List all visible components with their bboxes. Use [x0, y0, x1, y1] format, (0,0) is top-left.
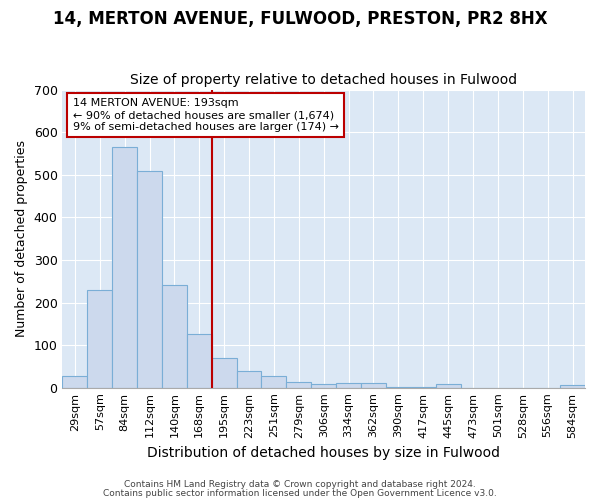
Title: Size of property relative to detached houses in Fulwood: Size of property relative to detached ho…: [130, 73, 517, 87]
X-axis label: Distribution of detached houses by size in Fulwood: Distribution of detached houses by size …: [147, 446, 500, 460]
Text: Contains public sector information licensed under the Open Government Licence v3: Contains public sector information licen…: [103, 488, 497, 498]
Bar: [187, 334, 212, 388]
Bar: [62, 376, 88, 388]
Y-axis label: Number of detached properties: Number of detached properties: [15, 140, 28, 337]
Bar: [212, 358, 236, 388]
Bar: [236, 370, 262, 388]
Bar: [88, 290, 112, 388]
Text: Contains HM Land Registry data © Crown copyright and database right 2024.: Contains HM Land Registry data © Crown c…: [124, 480, 476, 489]
Bar: [560, 384, 585, 388]
Text: 14, MERTON AVENUE, FULWOOD, PRESTON, PR2 8HX: 14, MERTON AVENUE, FULWOOD, PRESTON, PR2…: [53, 10, 547, 28]
Bar: [286, 382, 311, 388]
Bar: [436, 384, 461, 388]
Bar: [162, 284, 187, 388]
Bar: [361, 384, 386, 388]
Bar: [262, 376, 286, 388]
Bar: [311, 384, 336, 388]
Bar: [137, 172, 162, 388]
Bar: [336, 383, 361, 388]
Bar: [386, 387, 411, 388]
Bar: [112, 147, 137, 388]
Bar: [411, 387, 436, 388]
Text: 14 MERTON AVENUE: 193sqm
← 90% of detached houses are smaller (1,674)
9% of semi: 14 MERTON AVENUE: 193sqm ← 90% of detach…: [73, 98, 339, 132]
